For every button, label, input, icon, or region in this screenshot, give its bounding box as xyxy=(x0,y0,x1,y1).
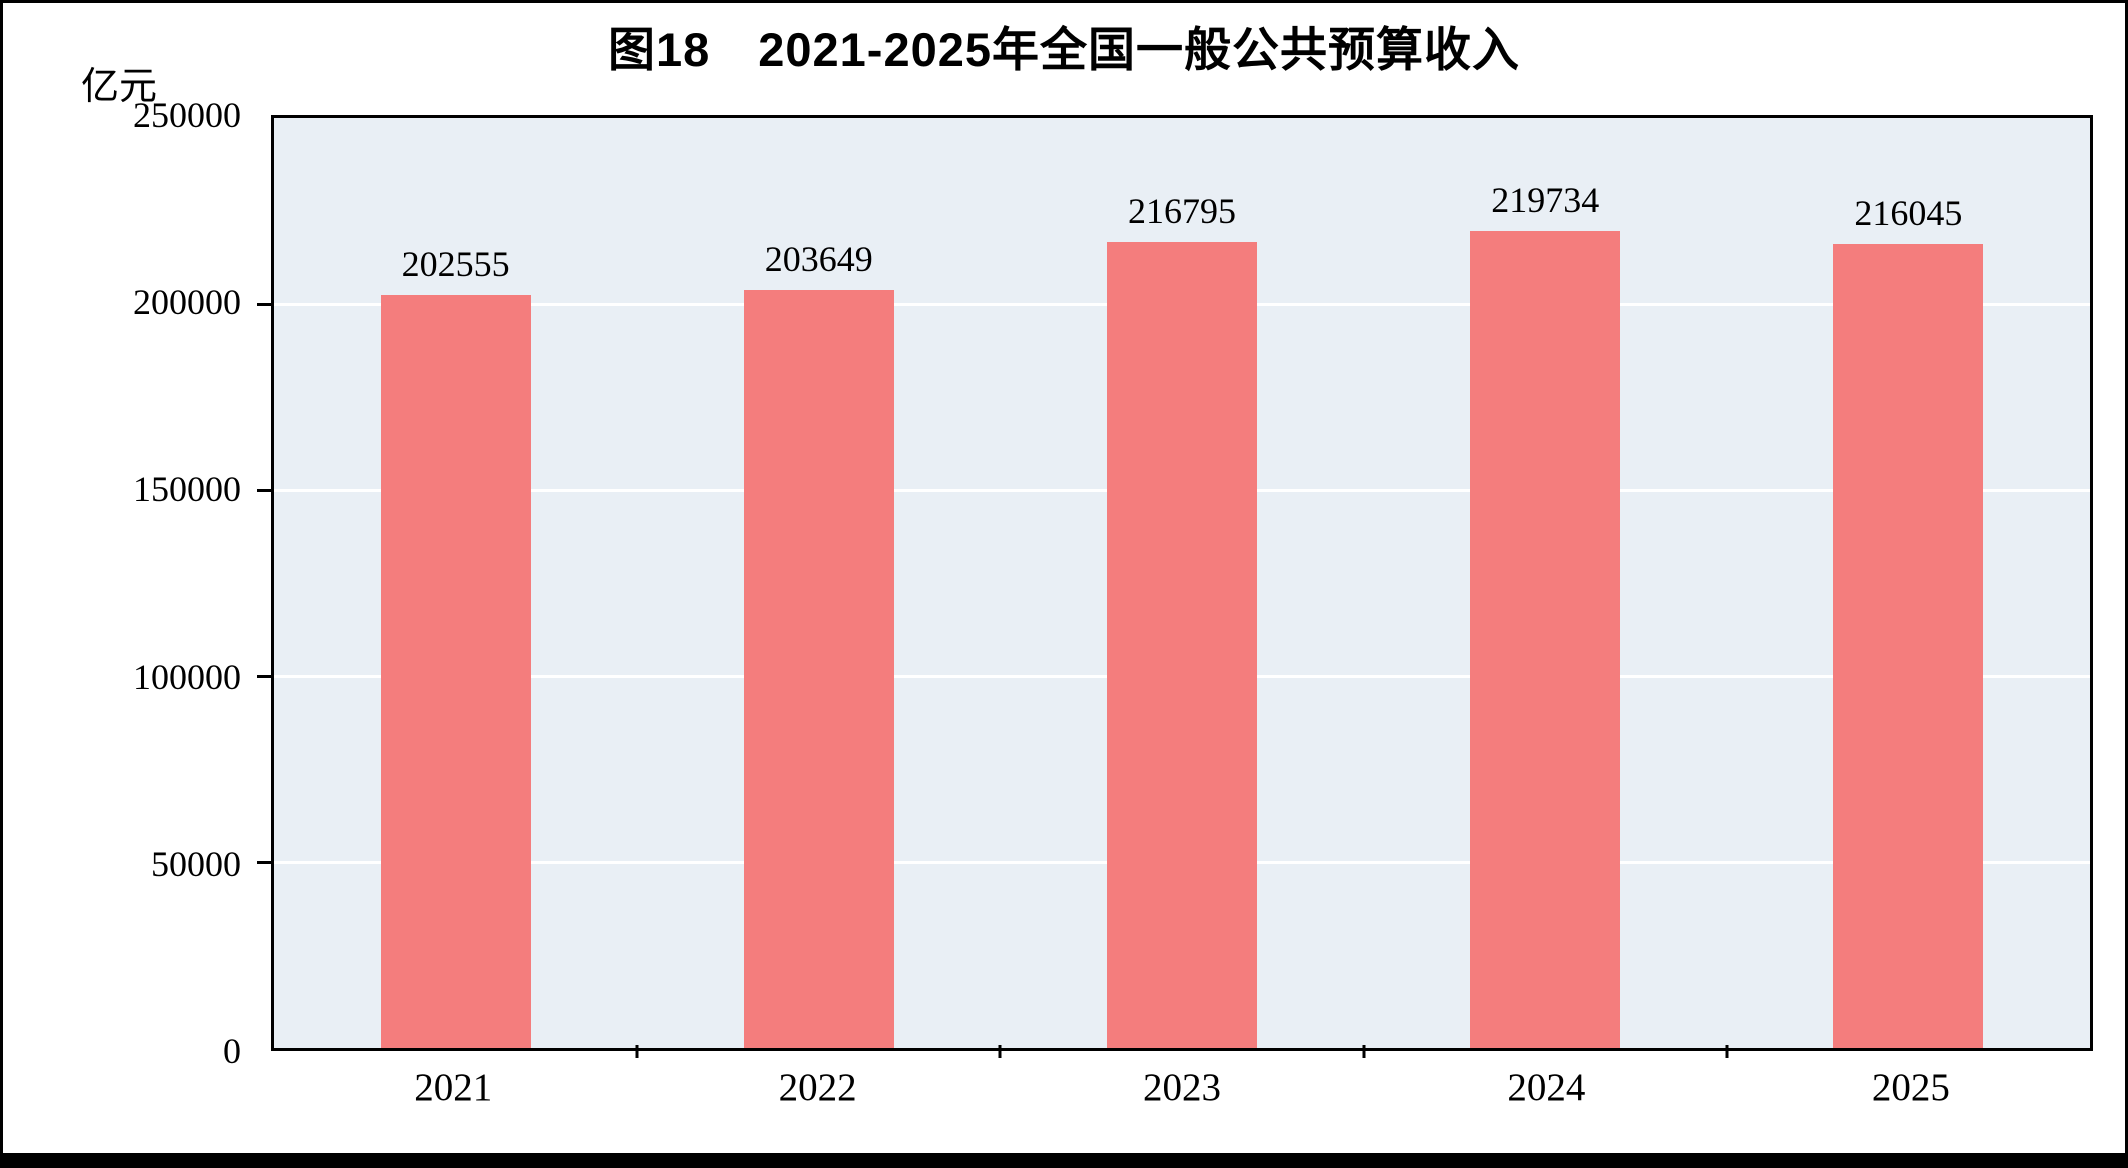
y-axis-tick-labels: 0 50000 100000 150000 200000 250000 xyxy=(43,95,255,1071)
x-axis-label-slot: 2021 xyxy=(271,1065,635,1125)
bar-value-label: 216795 xyxy=(1128,190,1236,231)
x-axis-tick-label: 2022 xyxy=(778,1066,857,1109)
bar-2024: 219734 xyxy=(1470,180,1621,1048)
plot-area: 202555 203649 216795 219734 216045 xyxy=(257,115,2093,1058)
bar-value-label: 219734 xyxy=(1491,179,1600,220)
x-axis-label-slot: 2023 xyxy=(1000,1065,1364,1125)
y-axis-tick-label: 200000 xyxy=(133,282,241,323)
x-axis-tick-mark xyxy=(1725,1045,1729,1058)
y-axis-tick-label: 0 xyxy=(223,1031,241,1071)
bar-value-label: 202555 xyxy=(401,243,510,284)
x-axis-labels: 2021 2022 2023 2024 2025 xyxy=(271,1065,2093,1125)
x-axis-tick-label: 2021 xyxy=(414,1066,493,1109)
bar-slot: 216045 xyxy=(1727,118,2090,1048)
y-axis-tick-mark xyxy=(257,488,274,492)
chart-title: 图18 2021-2025年全国一般公共预算收入 xyxy=(607,23,1521,76)
bar-2023: 216795 xyxy=(1107,191,1257,1048)
bar-value-label: 203649 xyxy=(764,239,873,280)
bar-slot: 216795 xyxy=(1000,118,1363,1048)
x-axis-label-slot: 2024 xyxy=(1364,1065,1728,1125)
y-axis-tick-label: 250000 xyxy=(133,95,241,135)
bottom-border-strip xyxy=(3,1153,2125,1165)
x-axis-label-slot: 2022 xyxy=(635,1065,999,1125)
bar-value-label: 216045 xyxy=(1854,193,1963,234)
bar-slot: 202555 xyxy=(274,118,637,1048)
bar-2021: 202555 xyxy=(380,244,531,1048)
y-axis-tick-label: 100000 xyxy=(133,656,241,697)
bar-2022: 203649 xyxy=(743,239,894,1048)
x-axis-tick-mark xyxy=(1362,1045,1366,1058)
bar-slot: 219734 xyxy=(1364,118,1727,1048)
y-axis-tick-mark xyxy=(257,302,274,306)
y-axis-tick-mark xyxy=(257,860,274,864)
x-axis-tick-label: 2025 xyxy=(1871,1066,1950,1109)
x-axis-tick-label: 2023 xyxy=(1143,1066,1222,1109)
x-axis-tick-label: 2024 xyxy=(1507,1066,1586,1109)
x-axis-label-slot: 2025 xyxy=(1729,1065,2093,1125)
y-axis-unit-label: 亿元 xyxy=(81,66,158,108)
bar-2025: 216045 xyxy=(1833,193,1984,1048)
x-axis-tick-mark xyxy=(998,1045,1002,1058)
bar-series: 202555 203649 216795 219734 216045 xyxy=(274,118,2090,1048)
bar-slot: 203649 xyxy=(637,118,1000,1048)
y-axis-tick-label: 150000 xyxy=(133,469,241,510)
y-axis-tick-label: 50000 xyxy=(151,843,241,884)
x-axis-tick-mark xyxy=(635,1045,639,1058)
y-axis-tick-mark xyxy=(257,674,274,678)
